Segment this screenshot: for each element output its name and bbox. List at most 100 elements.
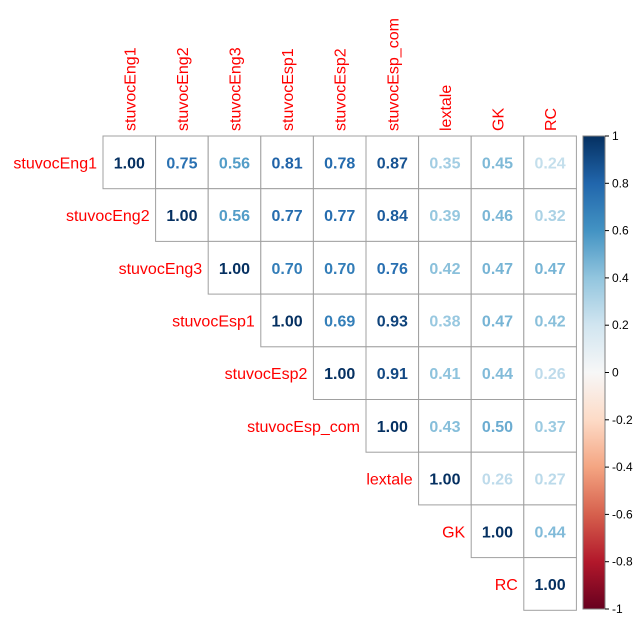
- cell-value-label: 0.69: [324, 313, 355, 330]
- row-label: stuvocEsp2: [225, 366, 308, 383]
- row-label: stuvocEsp1: [172, 313, 255, 330]
- column-label: stuvocEsp_com: [385, 18, 402, 131]
- colorbar: 1 0.8 0.6 0.4 0.2 0 -0.2 -0.4 -0.6 -0.8 -1: [582, 129, 633, 616]
- column-label: stuvocEsp1: [280, 48, 297, 131]
- row-label: GK: [442, 524, 465, 541]
- cell-value-label: 1.00: [272, 313, 303, 330]
- colorbar-tick-label: 0: [612, 366, 619, 380]
- matrix-cell: [418, 451, 472, 506]
- cell-value-label: 0.26: [482, 472, 513, 489]
- cell-value-label: 0.77: [324, 208, 355, 225]
- colorbar-tick-label: 0.8: [612, 176, 629, 190]
- cell-value-label: 0.93: [377, 313, 408, 330]
- column-labels: stuvocEng1 stuvocEng2 stuvocEng3 stuvocEsp1…: [122, 18, 560, 131]
- matrix-cell: [523, 504, 577, 559]
- cell-value-label: 0.70: [324, 261, 355, 278]
- cell-value-label: 0.77: [272, 208, 303, 225]
- matrix-cell: [418, 399, 472, 453]
- cell-value-label: 0.45: [482, 155, 513, 172]
- cell-value-label: 1.00: [114, 155, 145, 172]
- matrix-cell: [312, 346, 367, 400]
- row-label: stuvocEng2: [66, 208, 150, 225]
- matrix-cell: [312, 240, 367, 295]
- cell-value-label: 1.00: [166, 208, 197, 225]
- matrix-cell: [365, 399, 420, 453]
- matrix-cell: [470, 293, 525, 348]
- matrix-cell: [365, 293, 420, 348]
- matrix-cell: [260, 188, 314, 242]
- cell-value-label: 0.42: [429, 261, 460, 278]
- cell-value-label: 0.47: [482, 313, 513, 330]
- cell-value-label: 0.87: [377, 155, 408, 172]
- column-label: GK: [491, 108, 508, 131]
- matrix-cell: [260, 240, 314, 295]
- cell-value-label: 0.76: [377, 261, 408, 278]
- row-label: stuvocEsp_com: [247, 419, 360, 436]
- cell-value-label: 0.35: [429, 155, 460, 172]
- matrix-grid: [102, 135, 577, 611]
- cell-value-label: 0.27: [535, 472, 566, 489]
- colorbar-gradient: [582, 135, 606, 610]
- cell-value-label: 1.00: [429, 472, 460, 489]
- matrix-cell: [523, 451, 577, 506]
- cell-value-label: 0.50: [482, 419, 513, 436]
- cell-value-label: 0.44: [535, 524, 566, 541]
- cell-value-label: 1.00: [219, 261, 250, 278]
- cell-value-label: 1.00: [324, 366, 355, 383]
- column-label: stuvocEng3: [228, 47, 245, 131]
- cell-value-label: 1.00: [535, 577, 566, 594]
- cell-value-label: 0.43: [429, 419, 460, 436]
- matrix-cell: [470, 135, 525, 190]
- cell-value-label: 0.78: [324, 155, 355, 172]
- matrix-cell: [102, 135, 157, 190]
- row-label: stuvocEng1: [13, 155, 97, 172]
- cell-value-label: 0.32: [535, 208, 566, 225]
- cell-value-label: 0.56: [219, 208, 250, 225]
- cell-value-label: 1.00: [482, 524, 513, 541]
- matrix-cell: [155, 188, 209, 242]
- row-label: stuvocEng3: [119, 261, 203, 278]
- matrix-cell: [470, 188, 525, 242]
- cell-value-label: 0.84: [377, 208, 408, 225]
- matrix-cell: [207, 240, 262, 295]
- matrix-cell: [155, 135, 209, 190]
- matrix-cell: [523, 240, 577, 295]
- row-label: lextale: [366, 472, 412, 489]
- matrix-cell: [523, 557, 577, 611]
- matrix-cell: [418, 240, 472, 295]
- colorbar-tick-label: 0.4: [612, 271, 629, 285]
- matrix-cell: [470, 504, 525, 559]
- cell-value-label: 0.46: [482, 208, 513, 225]
- cell-value-label: 0.38: [429, 313, 460, 330]
- colorbar-tick-label: -1: [612, 602, 623, 616]
- colorbar-tick-label: 0.2: [612, 318, 629, 332]
- cell-value-label: 0.70: [272, 261, 303, 278]
- matrix-cell: [365, 240, 420, 295]
- colorbar-tick-label: -0.8: [612, 555, 633, 569]
- matrix-cell: [207, 135, 262, 190]
- row-labels: stuvocEng1 stuvocEng2 stuvocEng3 stuvocEsp1…: [13, 155, 517, 594]
- cell-value-label: 1.00: [377, 419, 408, 436]
- matrix-cell: [470, 240, 525, 295]
- cell-value-label: 0.26: [535, 366, 566, 383]
- matrix-cell: [365, 188, 420, 242]
- colorbar-tick-label: 0.6: [612, 224, 629, 238]
- cell-value-label: 0.47: [482, 261, 513, 278]
- column-label: RC: [543, 108, 560, 131]
- cell-value-label: 0.91: [377, 366, 408, 383]
- matrix-cells: 1.00 0.75 0.56 0.81 0.78 0.87 0.35 0.45 0.24 1.00…: [114, 155, 566, 594]
- matrix-cell: [418, 293, 472, 348]
- cell-value-label: 0.47: [535, 261, 566, 278]
- cell-value-label: 0.81: [272, 155, 303, 172]
- cell-value-label: 0.39: [429, 208, 460, 225]
- column-label: stuvocEng2: [175, 47, 192, 131]
- column-label: stuvocEng1: [122, 47, 139, 131]
- matrix-cell: [523, 293, 577, 348]
- matrix-cell: [523, 399, 577, 453]
- row-label: RC: [495, 577, 518, 594]
- colorbar-tick-label: -0.6: [612, 507, 633, 521]
- cell-value-label: 0.75: [166, 155, 197, 172]
- matrix-cell: [260, 293, 314, 348]
- colorbar-tick-label: 1: [612, 129, 619, 143]
